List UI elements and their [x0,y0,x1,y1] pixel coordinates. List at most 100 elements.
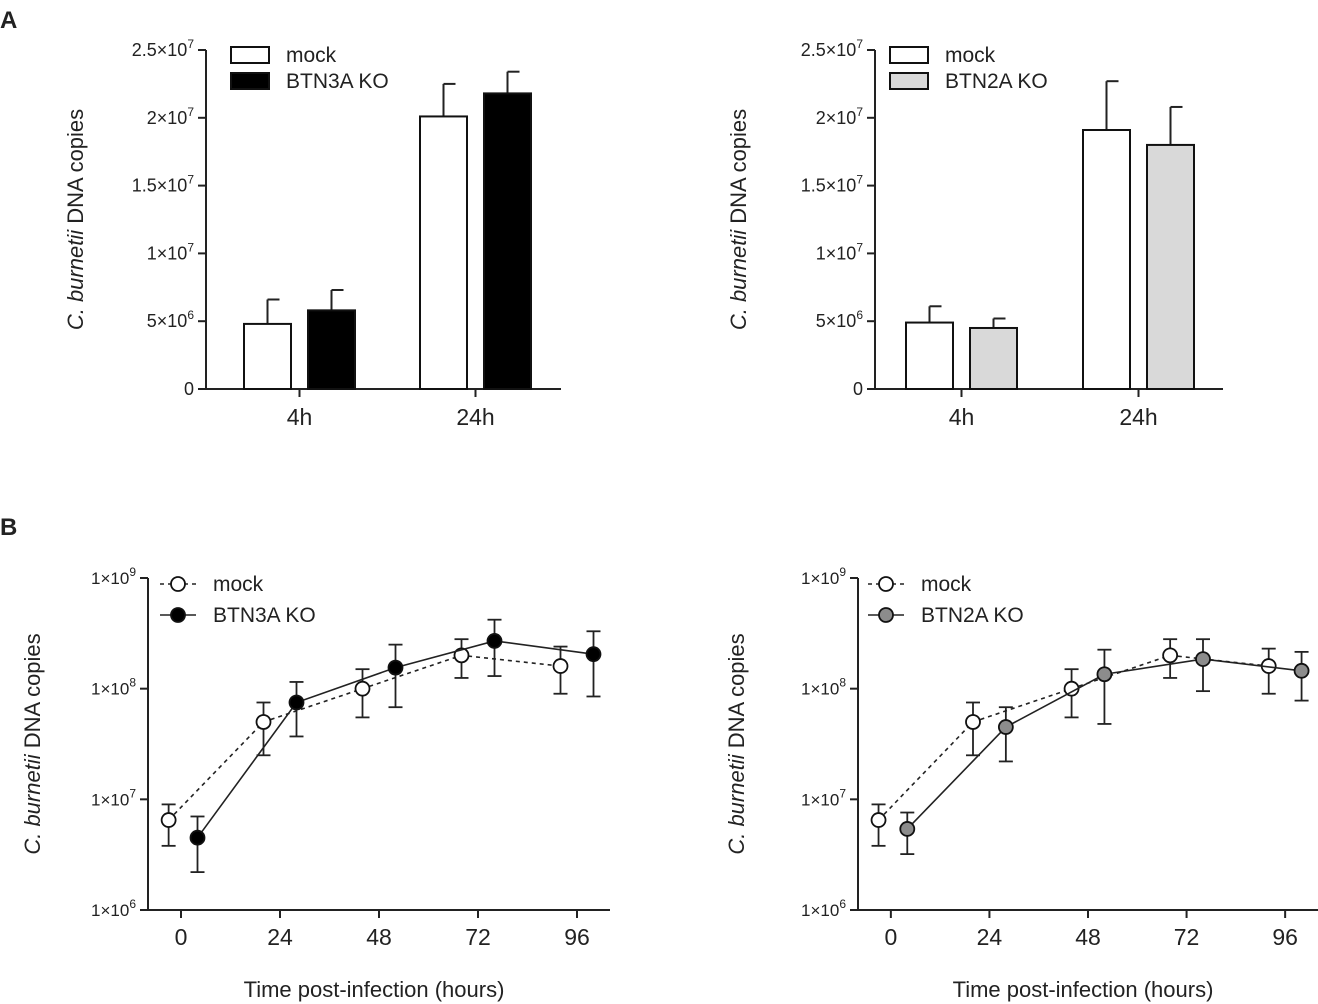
y-tick-exponent: 7 [856,37,863,51]
y-tick-exponent: 7 [856,240,863,254]
data-point [899,821,916,837]
legend-label: BTN3A KO [286,70,389,93]
data-point [387,659,404,676]
legend-swatch [889,72,929,90]
x-tick-label: 24 [977,924,1003,950]
bar [243,322,292,390]
y-tick-label: 2.5×107 [801,37,864,60]
y-tick-label: 2.5×107 [132,37,195,60]
y-tick-mantissa: 2×10 [816,108,857,128]
x-tick-label: 0 [884,924,897,950]
y-tick-exponent: 6 [839,897,846,911]
legend-label: BTN2A KO [921,604,1024,627]
y-tick-exponent: 7 [187,105,194,119]
y-tick-exponent: 7 [129,786,136,800]
y-tick-mantissa: 1×10 [801,569,839,588]
series-line [877,654,1269,821]
y-axis-title: C. burnetii DNA copies [724,633,749,854]
y-tick-label: 2×107 [147,105,195,128]
y-tick-mantissa: 2×10 [147,108,188,128]
y-tick-label: 1×109 [91,565,136,588]
data-point [160,812,177,828]
data-point [255,714,272,730]
y-tick-mantissa: 1×10 [91,680,129,699]
data-point [288,694,305,711]
y-tick-mantissa: 2.5×10 [132,40,188,60]
legend-label: mock [286,44,337,67]
y-tick-exponent: 7 [839,786,846,800]
data-point [354,680,371,697]
y-tick-label: 1×106 [801,897,846,920]
y-tick-exponent: 6 [856,308,863,322]
y-tick-mantissa: 1×10 [91,569,129,588]
x-tick-label: 48 [366,924,392,950]
bar [483,92,532,390]
legend-label: BTN2A KO [945,70,1048,93]
y-axis-title-rest: DNA copies [726,109,751,230]
x-tick-label: 96 [1272,924,1298,950]
x-axis-title: Time post-infection (hours) [244,977,505,1002]
y-tick-label: 1.5×107 [801,173,864,196]
legend-label: BTN3A KO [213,604,316,627]
legend-marker [878,576,894,592]
data-point [870,812,887,828]
y-axis-title-italic: C. burnetii [726,229,751,330]
y-tick-exponent: 8 [129,676,136,690]
data-point [189,829,206,846]
y-axis-title-italic: C. burnetii [63,229,88,330]
y-tick-label: 1×108 [91,676,136,699]
y-tick-exponent: 7 [856,105,863,119]
y-axis-title: C. burnetii DNA copies [20,633,45,854]
y-tick-label: 1.5×107 [132,173,195,196]
y-tick-mantissa: 2.5×10 [801,40,857,60]
x-tick-label: 48 [1075,924,1101,950]
x-tick-label: 24 [267,924,293,950]
bar [1146,143,1195,390]
y-tick-exponent: 6 [129,897,136,911]
y-axis-title-italic: C. burnetii [20,753,45,854]
legend-label: mock [213,573,264,596]
y-tick-label: 1×106 [91,897,136,920]
y-tick-exponent: 7 [187,173,194,187]
x-tick-label: 72 [465,924,491,950]
legend-marker [170,576,186,592]
x-axis-title: Time post-infection (hours) [953,977,1214,1002]
data-point [453,647,470,664]
y-tick-mantissa: 1×10 [801,901,839,920]
y-tick-exponent: 7 [187,240,194,254]
panel-letter-a: A [0,7,17,34]
y-tick-label: 2×107 [816,105,864,128]
category-label: 24h [456,404,494,430]
x-tick-label: 0 [175,924,188,950]
y-tick-label: 1×107 [91,786,136,809]
y-tick-label: 1×109 [801,565,846,588]
data-point [1195,651,1211,667]
data-point [1293,662,1310,679]
y-tick-exponent: 8 [839,676,846,690]
data-point [965,714,981,730]
bar [905,321,954,390]
data-point [552,658,569,674]
category-label: 4h [949,404,975,430]
legend-swatch [230,46,270,64]
y-tick-exponent: 7 [856,173,863,187]
y-tick-exponent: 6 [187,308,194,322]
y-tick-label: 1×107 [801,786,846,809]
y-tick-mantissa: 1×10 [91,901,129,920]
data-point [486,633,503,649]
y-tick-mantissa: 5×10 [147,311,188,331]
x-tick-label: 72 [1174,924,1200,950]
bar [307,309,356,390]
y-tick-mantissa: 1×10 [91,790,129,809]
y-axis-title-italic: C. burnetii [724,753,749,854]
data-point [1096,666,1113,683]
y-tick-mantissa: 0 [853,379,863,399]
y-tick-mantissa: 5×10 [816,311,857,331]
y-tick-label: 1×107 [816,240,864,263]
bar [1082,129,1131,390]
bar [969,326,1018,391]
